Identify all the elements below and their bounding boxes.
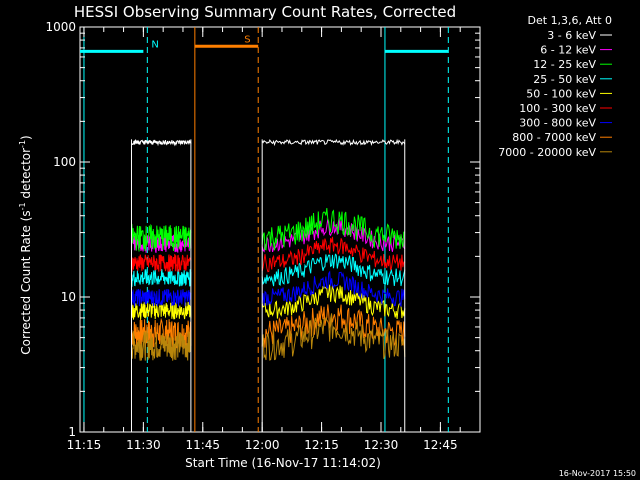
y-tick-label: 10 [61,290,76,304]
legend-label: 25 - 50 keV [533,73,596,86]
y-tick-label: 1000 [45,20,76,34]
series-line [261,284,406,320]
series-line [131,268,192,287]
x-axis-label: Start Time (16-Nov-17 11:14:02) [185,456,381,470]
series-line [261,304,406,348]
series-line [261,138,406,147]
annotation-label: S [244,34,250,45]
legend-label: 3 - 6 keV [547,29,596,42]
series-line [131,330,192,361]
legend-label: 100 - 300 keV [519,102,596,115]
legend-label: 7000 - 20000 keV [498,146,596,159]
annotation-label: N [151,39,158,50]
y-axis-label: Corrected Count Rate (s-1 detector-1) [18,135,33,354]
plot-area: N S 1 10 100 1000 11:15 11:30 11:45 12:00 12:15 12:… [45,20,481,452]
x-tick-label: 12:45 [423,438,458,452]
x-tick-label: 11:30 [126,438,161,452]
series-line [261,207,405,251]
series-line [261,217,406,253]
legend-title: Det 1,3,6, Att 0 [528,14,612,27]
series-line [131,234,192,253]
legend-label: 12 - 25 keV [533,58,596,71]
legend-label: 300 - 800 keV [519,117,596,130]
series-line [131,223,192,252]
series-line [261,253,406,287]
series-line [261,313,406,361]
chart-title: HESSI Observing Summary Count Rates, Cor… [74,3,456,21]
y-tick-label: 100 [53,155,76,169]
series-line [131,288,192,307]
x-tick-label: 11:45 [185,438,220,452]
legend-label: 50 - 100 keV [526,87,596,100]
series-line [131,139,192,147]
x-tick-label: 12:30 [364,438,399,452]
series-line [131,253,192,273]
series-line [131,302,192,320]
x-tick-label: 12:15 [304,438,339,452]
legend-label: 6 - 12 keV [540,44,596,57]
x-tick-label: 12:00 [245,438,280,452]
y-tick-label: 1 [68,425,76,439]
series-line [261,236,405,273]
footer-date: 16-Nov-2017 15:50 [559,469,636,478]
legend-label: 800 - 7000 keV [512,131,596,144]
plot-frame [79,26,481,433]
series-line [261,270,406,308]
x-tick-label: 11:15 [67,438,102,452]
